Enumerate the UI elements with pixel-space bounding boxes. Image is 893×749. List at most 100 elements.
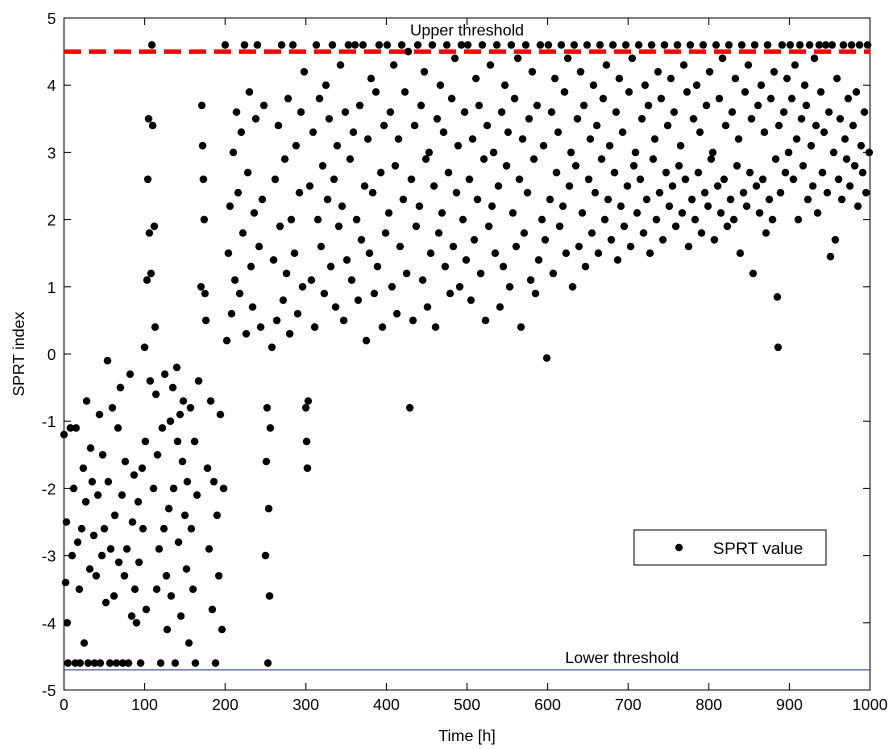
data-point	[375, 41, 383, 49]
data-point	[847, 41, 856, 49]
data-point	[75, 585, 84, 593]
data-point	[630, 162, 638, 170]
data-point	[465, 175, 474, 184]
data-point	[517, 323, 525, 331]
legend-label: SPRT value	[713, 539, 803, 558]
data-point	[554, 128, 562, 136]
data-point	[443, 41, 451, 49]
data-point	[776, 188, 785, 197]
data-point	[124, 659, 133, 667]
data-point	[98, 451, 107, 459]
data-point	[846, 182, 854, 190]
data-point	[610, 168, 619, 177]
data-point	[809, 182, 817, 190]
data-point	[726, 195, 735, 204]
data-point	[691, 215, 699, 224]
data-point	[746, 168, 754, 177]
data-point	[707, 155, 715, 163]
data-point	[362, 336, 371, 345]
data-point	[844, 94, 852, 103]
data-point	[604, 195, 612, 204]
data-point	[287, 215, 296, 224]
data-point	[771, 155, 780, 163]
data-point	[320, 289, 329, 298]
data-point	[385, 209, 393, 217]
data-point	[148, 121, 157, 130]
data-point	[140, 343, 149, 352]
y-tick-label: -1	[42, 414, 56, 431]
data-point	[106, 545, 115, 553]
data-point	[262, 457, 271, 466]
data-point	[546, 195, 554, 204]
data-points	[60, 41, 873, 667]
data-point	[530, 155, 538, 163]
data-point	[252, 115, 260, 123]
data-point	[701, 188, 709, 197]
data-point	[102, 598, 110, 607]
data-point	[749, 269, 757, 278]
data-point	[108, 404, 117, 412]
data-point	[668, 182, 677, 190]
data-point	[255, 242, 263, 251]
data-point	[681, 175, 690, 184]
data-point	[512, 242, 520, 251]
data-point	[155, 545, 163, 553]
data-point	[64, 659, 72, 667]
data-point	[158, 424, 167, 432]
data-point	[717, 209, 725, 217]
data-point	[96, 659, 105, 667]
data-point	[815, 41, 823, 49]
data-point	[210, 477, 218, 486]
data-point	[309, 128, 317, 136]
data-point	[328, 41, 337, 49]
data-point	[66, 424, 75, 432]
data-point	[646, 249, 654, 257]
data-point	[841, 135, 849, 143]
data-point	[304, 397, 313, 405]
data-point	[388, 283, 396, 291]
data-point	[744, 61, 753, 69]
data-point	[515, 175, 524, 184]
data-point	[594, 249, 603, 257]
data-point	[597, 155, 606, 163]
data-point	[333, 141, 342, 150]
data-point	[760, 128, 769, 136]
data-point	[792, 135, 801, 143]
data-point	[185, 639, 193, 647]
data-point	[213, 511, 221, 520]
data-point	[794, 215, 803, 224]
data-point	[300, 68, 309, 76]
data-point	[290, 249, 299, 257]
data-point	[167, 592, 175, 600]
data-point	[231, 276, 239, 284]
data-point	[135, 558, 143, 567]
data-point	[505, 283, 514, 291]
data-point	[276, 222, 284, 231]
data-point	[232, 108, 241, 116]
data-point	[696, 128, 704, 136]
data-point	[221, 41, 229, 49]
data-point	[263, 404, 271, 412]
y-tick-label: 3	[47, 145, 56, 162]
data-point	[69, 484, 78, 493]
data-point	[672, 222, 680, 231]
data-point	[607, 236, 616, 244]
data-point	[317, 242, 325, 251]
data-point	[409, 316, 417, 325]
data-point	[683, 88, 691, 96]
data-point	[193, 491, 201, 499]
data-point	[541, 236, 549, 244]
data-point	[496, 303, 504, 311]
data-point	[562, 249, 570, 257]
data-point	[812, 121, 820, 130]
data-point	[536, 41, 545, 49]
data-point	[215, 572, 223, 580]
data-point	[72, 424, 80, 432]
data-point	[86, 444, 95, 452]
data-point	[219, 484, 228, 493]
threshold-lines: Upper threshold Lower threshold	[64, 23, 870, 671]
data-point	[126, 370, 134, 379]
data-point	[557, 41, 566, 49]
data-point	[302, 404, 310, 412]
data-point	[655, 188, 664, 197]
